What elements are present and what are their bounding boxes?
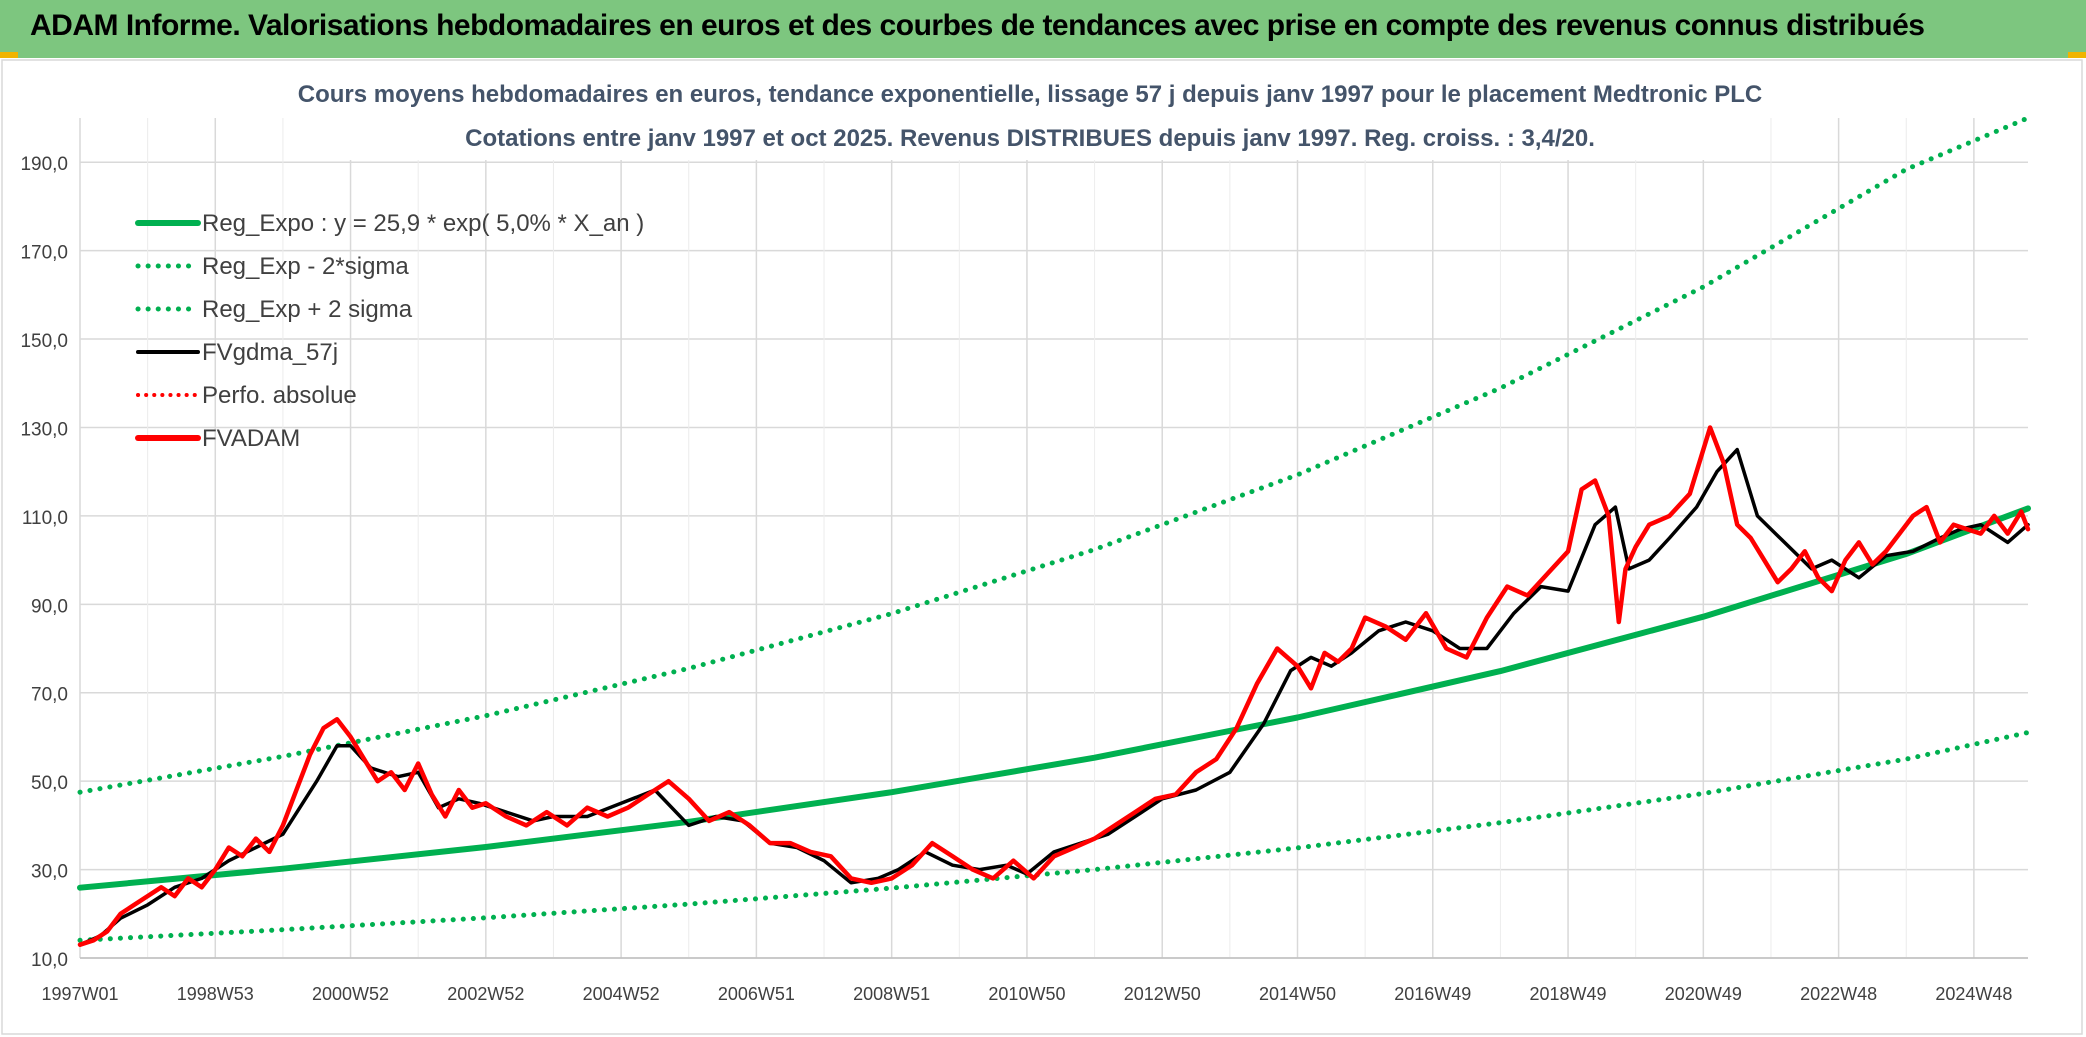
y-tick-label: 150,0 bbox=[20, 331, 68, 352]
y-tick-label: 110,0 bbox=[22, 508, 68, 529]
legend-label: FVADAM bbox=[202, 425, 300, 452]
chart-subtitle: Cotations entre janv 1997 et oct 2025. R… bbox=[465, 125, 1595, 152]
y-tick-label: 70,0 bbox=[31, 685, 68, 706]
series-line-fvadam bbox=[77, 425, 2031, 947]
chart-title: Cours moyens hebdomadaires en euros, ten… bbox=[298, 81, 1762, 108]
x-tick-label: 2000W52 bbox=[312, 984, 389, 1004]
x-tick-label: 2004W52 bbox=[583, 984, 660, 1004]
x-tick-label: 2024W48 bbox=[1935, 984, 2012, 1004]
grid-lines bbox=[79, 118, 2028, 959]
x-tick-label: 1997W01 bbox=[41, 984, 118, 1004]
legend-label: Reg_Exp + 2 sigma bbox=[202, 296, 413, 323]
x-tick-label: 2020W49 bbox=[1665, 984, 1742, 1004]
report-banner: ADAM Informe. Valorisations hebdomadaire… bbox=[0, 0, 2086, 58]
legend-label: Perfo. absolue bbox=[202, 382, 357, 409]
y-tick-label: 130,0 bbox=[20, 419, 68, 440]
series-lines bbox=[77, 115, 2031, 947]
y-tick-label: 170,0 bbox=[20, 243, 68, 264]
axes: 10,0 30,0 50,0 70,0 90,0 110,0 130,0 150,0 170,0… bbox=[20, 154, 2028, 1004]
x-tick-label: 2016W49 bbox=[1394, 984, 1471, 1004]
legend-label: Reg_Expo : y = 25,9 * exp( 5,0% * X_an ) bbox=[202, 210, 644, 237]
x-tick-label: 2010W50 bbox=[988, 984, 1065, 1004]
legend-label: Reg_Exp - 2*sigma bbox=[202, 253, 409, 280]
banner-corner-right bbox=[2068, 52, 2086, 58]
series-line-reg-expo-y-25-9-exp-5-0-x-an bbox=[77, 505, 2031, 891]
x-tick-label: 2014W50 bbox=[1259, 984, 1336, 1004]
series-line-reg-exp-2-sigma bbox=[77, 730, 2031, 943]
y-tick-label: 10,0 bbox=[31, 950, 68, 971]
x-tick-label: 2006W51 bbox=[718, 984, 795, 1004]
series-line-reg-exp-2-sigma bbox=[77, 115, 2031, 795]
x-tick-label: 1998W53 bbox=[177, 984, 254, 1004]
x-tick-label: 2008W51 bbox=[853, 984, 930, 1004]
legend-label: FVgdma_57j bbox=[202, 339, 338, 366]
report-title: ADAM Informe. Valorisations hebdomadaire… bbox=[30, 9, 1925, 42]
legend: Reg_Expo : y = 25,9 * exp( 5,0% * X_an )… bbox=[135, 210, 644, 452]
x-tick-label: 2022W48 bbox=[1800, 984, 1877, 1004]
y-tick-label: 30,0 bbox=[31, 862, 68, 883]
y-tick-label: 190,0 bbox=[20, 154, 68, 175]
x-tick-label: 2012W50 bbox=[1124, 984, 1201, 1004]
x-tick-label: 2018W49 bbox=[1530, 984, 1607, 1004]
banner-corner-left bbox=[0, 52, 18, 58]
y-tick-label: 90,0 bbox=[31, 596, 68, 617]
x-tick-label: 2002W52 bbox=[447, 984, 524, 1004]
title-background bbox=[300, 68, 1760, 160]
y-tick-label: 50,0 bbox=[31, 773, 68, 794]
chart-area bbox=[1, 59, 2083, 1035]
line-chart: Cours moyens hebdomadaires en euros, ten… bbox=[1, 59, 2083, 1035]
